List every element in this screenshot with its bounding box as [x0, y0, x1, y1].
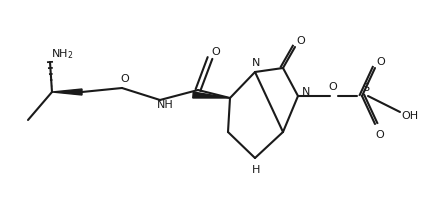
- Text: N: N: [302, 87, 310, 97]
- Text: S: S: [362, 83, 369, 93]
- Text: O: O: [121, 74, 129, 84]
- Text: O: O: [212, 47, 220, 57]
- Text: O: O: [376, 130, 384, 140]
- Text: N: N: [252, 58, 260, 68]
- Polygon shape: [52, 89, 82, 95]
- Text: O: O: [377, 57, 385, 67]
- Text: OH: OH: [401, 111, 419, 121]
- Text: NH$_2$: NH$_2$: [51, 47, 73, 61]
- Text: O: O: [329, 82, 337, 92]
- Text: H: H: [252, 165, 260, 175]
- Polygon shape: [193, 92, 230, 98]
- Text: NH: NH: [157, 100, 173, 110]
- Text: O: O: [297, 36, 305, 46]
